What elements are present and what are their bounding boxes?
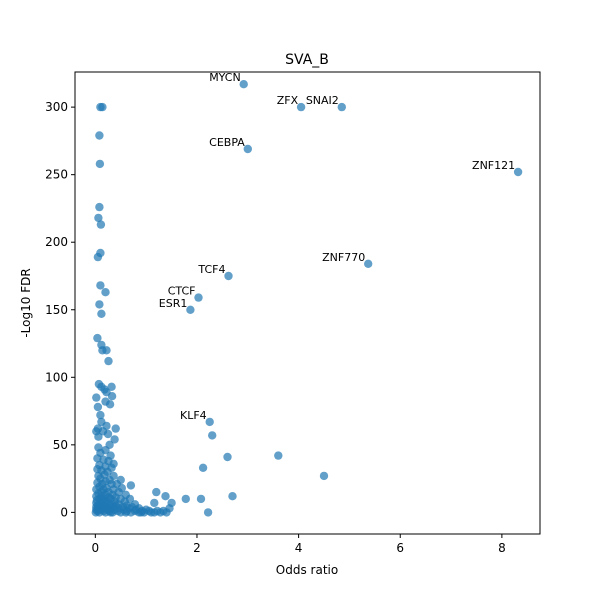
x-tick-label: 4 — [295, 541, 303, 555]
point-annotation: ZFX — [277, 94, 299, 107]
data-point — [104, 356, 113, 366]
data-point — [205, 417, 214, 427]
data-point — [107, 392, 117, 401]
data-point — [106, 508, 115, 517]
data-point — [94, 432, 103, 441]
data-point — [194, 293, 203, 302]
data-point — [96, 410, 105, 420]
y-tick-label: 150 — [45, 303, 68, 317]
data-point — [95, 508, 104, 517]
data-point — [161, 492, 170, 501]
data-point — [223, 452, 232, 462]
data-point — [136, 508, 146, 517]
data-point — [228, 492, 237, 501]
y-tick-label: 200 — [45, 235, 68, 249]
x-tick-label: 6 — [396, 541, 404, 555]
data-point — [239, 80, 248, 89]
data-point — [103, 429, 113, 439]
point-annotation: MYCN — [209, 71, 241, 84]
point-annotation: ZNF121 — [472, 159, 515, 172]
data-point — [150, 498, 159, 508]
point-annotation: CEBPA — [209, 136, 245, 149]
data-point — [319, 471, 329, 481]
x-tick-label: 2 — [193, 541, 201, 555]
data-point — [121, 508, 130, 517]
point-annotation: ESR1 — [159, 297, 188, 310]
data-point — [126, 481, 136, 490]
x-axis-label: Odds ratio — [276, 563, 338, 577]
y-tick-label: 0 — [60, 505, 68, 519]
plot-frame — [74, 71, 541, 535]
data-point — [110, 435, 119, 444]
data-point — [95, 131, 104, 140]
point-annotation: SNAI2 — [306, 94, 339, 107]
data-point — [167, 498, 176, 508]
data-point — [243, 144, 252, 154]
point-annotation: TCF4 — [197, 263, 225, 276]
data-point — [97, 309, 106, 318]
data-point — [93, 252, 103, 262]
data-point — [196, 494, 206, 504]
data-point — [181, 494, 190, 504]
data-point — [105, 400, 115, 409]
data-point — [95, 300, 104, 309]
data-point — [92, 393, 101, 402]
annotations-layer: MYCN ZFX SNAI2 CEBPA ZNF121 ZNF770 TCF4CTCFESR… — [159, 71, 515, 422]
points-layer — [91, 80, 523, 517]
data-point — [101, 288, 110, 297]
data-point — [95, 202, 104, 212]
data-point — [274, 451, 283, 460]
x-tick-label: 8 — [498, 541, 506, 555]
data-point — [150, 508, 159, 517]
data-point — [93, 402, 103, 412]
y-axis: 0 50 100 150 200 250 300 — [45, 100, 75, 519]
data-point — [96, 281, 105, 290]
x-tick-label: 0 — [92, 541, 100, 555]
point-annotation: CTCF — [168, 285, 196, 298]
y-tick-label: 50 — [53, 438, 68, 452]
point-annotation: KLF4 — [180, 409, 207, 422]
data-point — [93, 333, 102, 343]
data-point — [95, 159, 105, 169]
data-point — [102, 346, 111, 355]
data-point — [208, 431, 217, 440]
y-axis-label: -Log10 FDR — [19, 268, 33, 337]
data-point — [198, 463, 208, 472]
data-point — [98, 102, 107, 112]
data-point — [224, 271, 233, 281]
point-annotation: ZNF770 — [322, 251, 365, 264]
data-point — [152, 487, 161, 497]
data-point — [107, 382, 116, 391]
data-point — [111, 424, 120, 433]
y-tick-label: 300 — [45, 100, 68, 114]
data-point — [203, 508, 213, 517]
data-point — [94, 213, 103, 223]
y-tick-label: 250 — [45, 168, 68, 182]
data-point — [296, 102, 306, 112]
data-point — [513, 167, 523, 177]
data-point — [337, 102, 346, 112]
data-point — [96, 220, 106, 229]
chart-title: SVA_B — [285, 52, 329, 68]
data-point — [186, 305, 195, 314]
data-point — [364, 259, 373, 268]
y-tick-label: 100 — [45, 370, 68, 384]
x-axis: 0 2 4 6 8 — [92, 534, 506, 555]
